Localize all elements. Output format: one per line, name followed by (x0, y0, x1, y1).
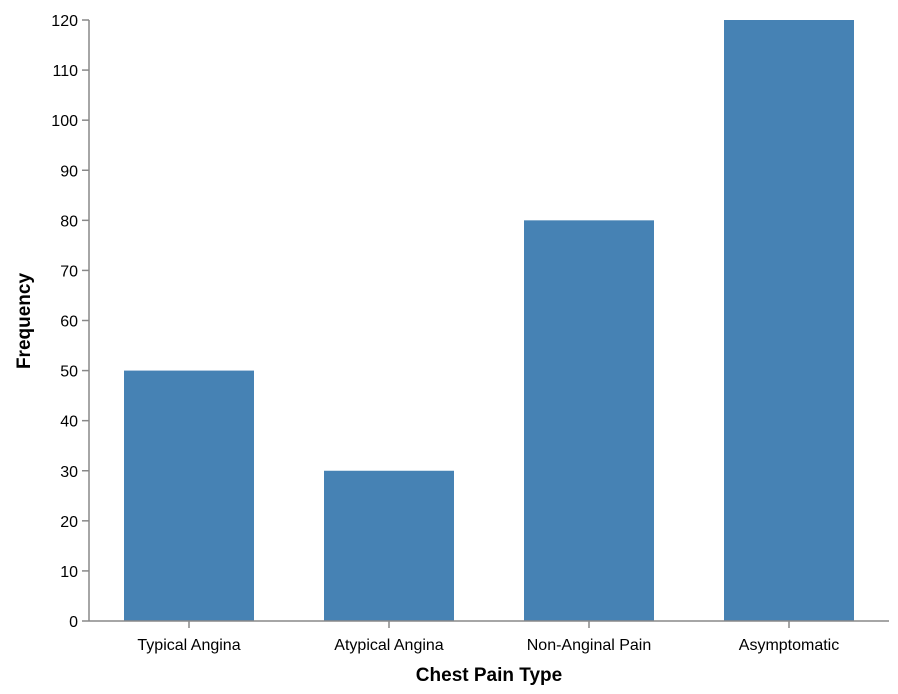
y-tick-label: 110 (52, 63, 78, 80)
y-tick-label: 90 (60, 163, 78, 180)
x-axis-title: Chest Pain Type (416, 665, 562, 686)
bar (724, 20, 854, 621)
y-tick-label: 30 (60, 464, 78, 481)
y-tick-label: 100 (51, 113, 78, 130)
x-tick-label: Asymptomatic (739, 637, 839, 654)
x-axis: Typical Angina Atypical Angina Non-Anginal… (89, 620, 889, 654)
y-tick-label: 10 (60, 564, 78, 581)
bar (524, 220, 654, 622)
y-tick-label: 80 (60, 213, 78, 230)
y-tick-label: 70 (60, 263, 78, 280)
y-tick-label: 60 (60, 314, 78, 331)
bar (124, 370, 254, 621)
x-tick-label: Non-Anginal Pain (527, 637, 652, 654)
y-axis: 0 10 20 30 40 50 60 70 80 90 100 110 120 (51, 13, 90, 631)
y-axis-title: Frequency (14, 273, 35, 370)
y-tick-label: 0 (69, 614, 78, 631)
x-tick-label: Atypical Angina (334, 637, 444, 654)
bars-group (124, 20, 854, 622)
y-tick-label: 50 (60, 364, 78, 381)
y-tick-label: 40 (60, 414, 78, 431)
bar (324, 470, 454, 621)
y-tick-label: 120 (51, 13, 78, 30)
x-tick-label: Typical Angina (137, 637, 240, 654)
y-tick-label: 20 (60, 514, 78, 531)
